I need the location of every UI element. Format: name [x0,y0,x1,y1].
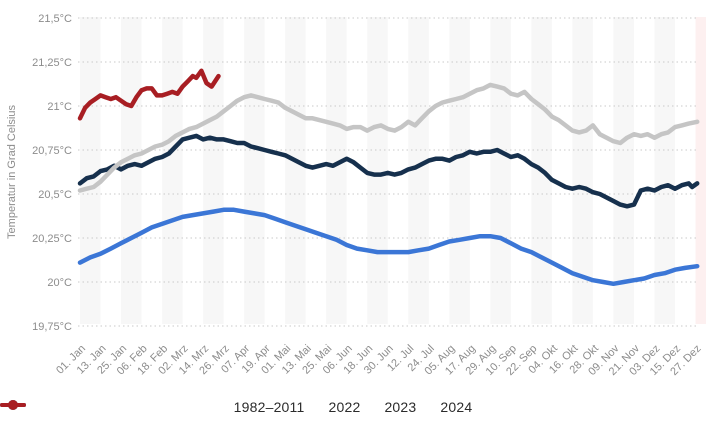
background-band [367,17,388,324]
legend-label: 2022 [328,399,361,415]
legend-item-1982-2011[interactable]: 1982–2011 [0,399,305,415]
chart-legend: 1982–2011 2022 2023 2024 [0,399,706,415]
legend-label: 1982–2011 [233,399,305,415]
y-tick-label: 21°C [47,101,72,113]
background-band [203,17,224,324]
series-line-1982-2011 [77,207,700,287]
legend-item-2024[interactable]: 2024 [0,399,473,415]
series-line-2024 [77,68,221,121]
legend-line-marker-icon [0,400,26,410]
background-band [572,17,593,324]
right-edge-highlight [695,17,706,324]
series-line-2022 [77,133,700,209]
legend-label: 2024 [440,399,473,415]
background-band [285,17,306,324]
background-band [654,17,675,324]
background-band [326,17,347,324]
background-band [162,17,183,324]
background-band [449,17,470,324]
y-tick-label: 20,25°C [32,233,72,245]
series-line-2023 [77,82,700,193]
y-tick-label: 21,25°C [32,57,72,69]
y-tick-label: 21,5°C [38,13,72,25]
background-band [244,17,265,324]
y-tick-label: 20,75°C [32,145,72,157]
legend-item-2023[interactable]: 2023 [0,399,417,415]
y-axis-title: Temperatur in Grad Celsius [6,105,18,239]
background-band [80,17,101,324]
legend-label: 2023 [384,399,417,415]
y-tick-label: 19,75°C [32,321,72,333]
y-tick-label: 20,5°C [38,189,72,201]
legend-item-2022[interactable]: 2022 [0,399,361,415]
background-band [490,17,511,324]
background-band [121,17,142,324]
plot-area: 21,5°C 21,25°C 21°C 20,75°C 20,5°C 20,25°C 20°… [6,13,706,378]
y-tick-label: 20°C [47,277,72,289]
background-band [613,17,634,324]
